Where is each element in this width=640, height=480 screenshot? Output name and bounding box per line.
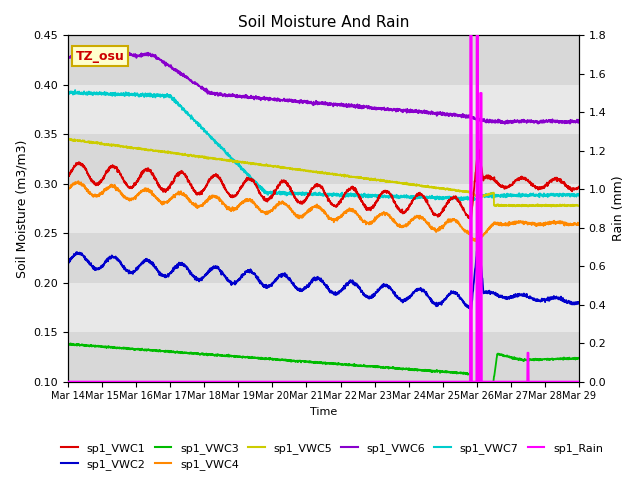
Y-axis label: Rain (mm): Rain (mm) <box>612 176 625 241</box>
Bar <box>68 184 579 233</box>
Bar <box>68 134 579 184</box>
Legend: sp1_VWC1, sp1_VWC2, sp1_VWC3, sp1_VWC4, sp1_VWC5, sp1_VWC6, sp1_VWC7, sp1_Rain: sp1_VWC1, sp1_VWC2, sp1_VWC3, sp1_VWC4, … <box>57 438 607 474</box>
Bar <box>68 283 579 332</box>
Bar <box>68 332 579 382</box>
Y-axis label: Soil Moisture (m3/m3): Soil Moisture (m3/m3) <box>15 139 28 278</box>
Bar <box>68 85 579 134</box>
Text: TZ_osu: TZ_osu <box>76 49 124 62</box>
Title: Soil Moisture And Rain: Soil Moisture And Rain <box>238 15 409 30</box>
Bar <box>68 233 579 283</box>
X-axis label: Time: Time <box>310 407 337 417</box>
Bar <box>68 36 579 85</box>
